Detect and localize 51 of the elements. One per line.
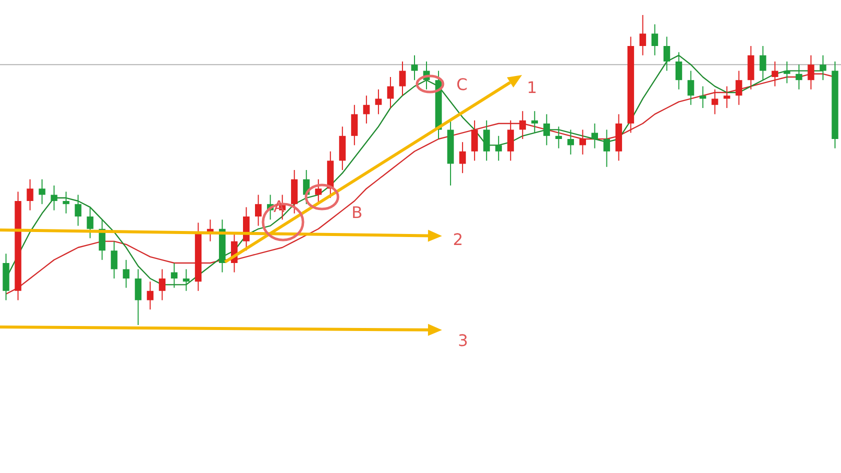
candlestick <box>86 206 94 239</box>
candlestick <box>784 61 790 84</box>
candlestick <box>158 268 166 301</box>
candlestick <box>375 88 382 115</box>
candlestick <box>579 129 586 155</box>
candlestick <box>122 259 130 288</box>
candlestick <box>146 281 154 310</box>
candlestick <box>26 178 34 211</box>
candlestick <box>74 194 82 226</box>
candlestick <box>182 268 190 292</box>
candlestick <box>471 120 478 162</box>
annotation: 2 <box>452 230 464 249</box>
candlestick <box>134 268 142 326</box>
candlestick <box>820 54 826 81</box>
candlestick <box>411 54 418 81</box>
candlestick <box>170 262 178 288</box>
candlestick <box>712 88 718 115</box>
candlestick <box>531 110 538 134</box>
candlestick <box>483 120 490 162</box>
candlestick <box>399 61 406 96</box>
candlestick <box>519 110 526 140</box>
candlestick <box>700 86 706 108</box>
candlestick <box>724 86 730 108</box>
text: 3 <box>458 331 468 350</box>
candlestick <box>639 14 646 56</box>
candlestick <box>796 64 802 90</box>
candlestick <box>62 191 70 214</box>
annotation: A <box>274 197 284 216</box>
candlestick <box>351 104 358 146</box>
candlestick <box>110 240 118 279</box>
candlestick <box>387 76 394 108</box>
candlestick <box>760 46 766 81</box>
annotation: 1 <box>526 78 538 97</box>
candlestick <box>507 120 514 162</box>
candlestick <box>543 114 550 146</box>
candlestick <box>676 52 682 90</box>
candlestick <box>591 123 598 149</box>
candlestick <box>50 185 58 211</box>
annotation: C <box>456 75 468 94</box>
annotation: B <box>352 203 362 222</box>
candlestick <box>555 126 562 149</box>
candlestick <box>688 70 694 106</box>
candlestick <box>603 129 610 168</box>
candlestick <box>663 36 670 72</box>
candlestick <box>459 142 466 174</box>
candlestick <box>363 95 370 124</box>
candlestick <box>567 129 574 155</box>
candlestick <box>651 24 658 56</box>
candlestick <box>495 135 502 162</box>
candlestick <box>255 194 262 226</box>
candlestick <box>38 178 46 205</box>
